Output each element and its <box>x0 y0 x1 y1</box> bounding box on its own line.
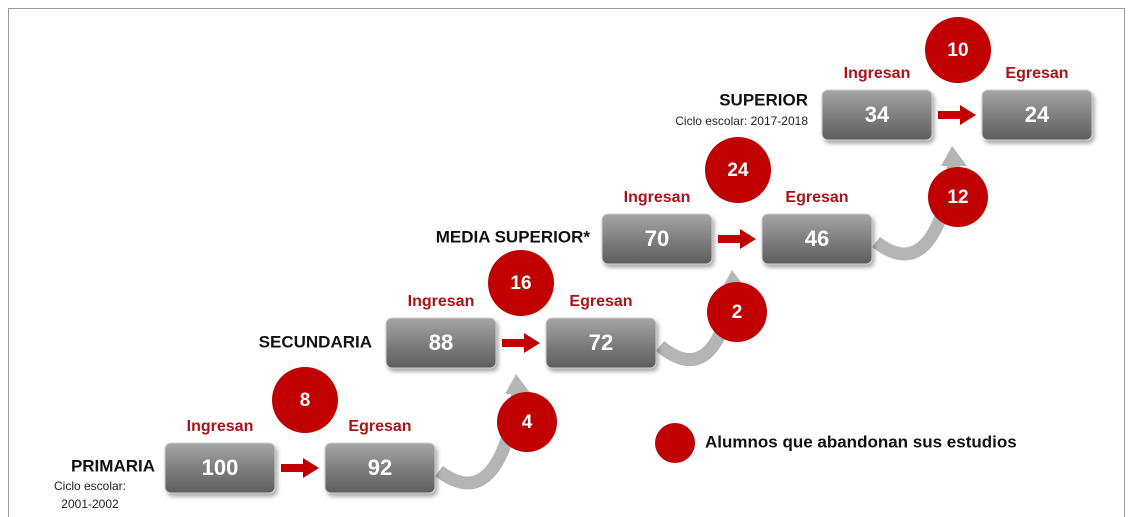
cycle-text: Ciclo escolar: <box>54 479 126 493</box>
count-box <box>761 213 873 265</box>
level-name: MEDIA SUPERIOR* <box>436 227 591 246</box>
count-box <box>601 213 713 265</box>
count-value: 70 <box>645 226 669 251</box>
dropout-value: 24 <box>727 160 749 181</box>
level-name: PRIMARIA <box>71 456 155 475</box>
count-value: 72 <box>589 330 613 355</box>
step-arrow <box>938 105 976 125</box>
count-box <box>385 317 497 369</box>
count-value: 34 <box>865 102 890 127</box>
io-label: Ingresan <box>408 293 475 310</box>
dropout-value: 16 <box>510 273 531 294</box>
io-label: Ingresan <box>187 418 254 435</box>
flow-arrowhead <box>941 146 967 166</box>
io-label: Egresan <box>348 418 411 435</box>
io-label: Egresan <box>569 293 632 310</box>
step-arrow <box>502 333 540 353</box>
flow-arrowhead <box>505 374 531 394</box>
level-name: SECUNDARIA <box>259 332 372 351</box>
transition-circle <box>928 167 988 227</box>
transition-value: 4 <box>522 412 533 433</box>
io-label: Ingresan <box>624 189 691 206</box>
count-box <box>164 442 276 494</box>
dropout-value: 8 <box>300 390 311 411</box>
transition-circle <box>497 392 557 452</box>
count-box <box>981 89 1093 141</box>
count-box <box>324 442 436 494</box>
count-box <box>821 89 933 141</box>
io-label: Ingresan <box>844 65 911 82</box>
transition-value: 2 <box>732 302 743 323</box>
legend-text: Alumnos que abandonan sus estudios <box>705 432 1017 451</box>
transition-circle <box>707 282 767 342</box>
io-label: Egresan <box>1005 65 1068 82</box>
level-name: SUPERIOR <box>719 90 808 109</box>
io-label: Egresan <box>785 189 848 206</box>
count-box <box>545 317 657 369</box>
dropout-circle <box>272 367 338 433</box>
step-arrow <box>718 229 756 249</box>
count-value: 46 <box>805 226 829 251</box>
cycle-text: 2001-2002 <box>61 497 119 511</box>
dropout-value: 10 <box>947 40 968 61</box>
count-value: 92 <box>368 455 392 480</box>
count-value: 88 <box>429 330 453 355</box>
dropout-circle <box>925 17 991 83</box>
dropout-circle <box>705 137 771 203</box>
dropout-circle <box>488 250 554 316</box>
cycle-text: Ciclo escolar: 2017-2018 <box>675 114 808 128</box>
frame <box>8 8 1125 517</box>
legend-marker <box>655 423 695 463</box>
count-value: 100 <box>202 455 239 480</box>
transition-value: 12 <box>947 187 968 208</box>
count-value: 24 <box>1025 102 1050 127</box>
step-arrow <box>281 458 319 478</box>
